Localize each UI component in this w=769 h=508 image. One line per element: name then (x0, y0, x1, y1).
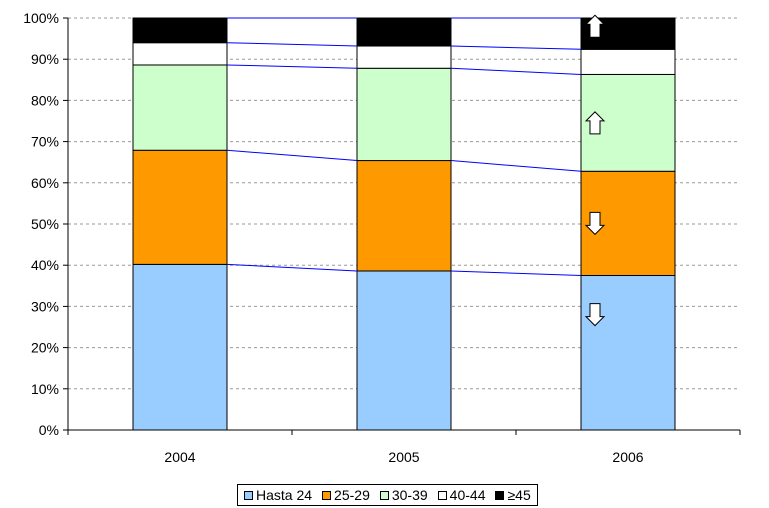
y-tick-label: 40% (31, 257, 59, 273)
x-tick-label: 2004 (164, 449, 195, 465)
legend-label: 30-39 (391, 487, 428, 503)
legend-item: 25-29 (322, 487, 370, 503)
bar-segment-3039-2005 (356, 67, 452, 162)
y-tick-label: 60% (31, 175, 59, 191)
bars (132, 17, 676, 431)
arrow-up-icon (584, 111, 606, 135)
y-tick-label: 90% (31, 51, 59, 67)
bar-segment-45-2005 (356, 17, 452, 47)
trend-line (226, 149, 358, 162)
legend-swatch (437, 490, 447, 500)
legend-item: 30-39 (379, 487, 428, 503)
trend-line (450, 67, 582, 75)
x-axis-tick-labels: 2004 2005 2006 (164, 449, 643, 465)
y-tick-label: 20% (31, 340, 59, 356)
y-tick-label: 0% (39, 422, 59, 438)
bar-segment-hasta24-2005 (356, 270, 452, 431)
x-tick-label: 2006 (612, 449, 643, 465)
legend-label: 25-29 (334, 487, 370, 503)
bar-segment-hasta24-2006 (580, 275, 676, 431)
y-axis-tick-labels: 0% 10% 20% 30% 40% 50% 60% 70% 80% 90% 100% (23, 10, 59, 438)
bar-segment-4044-2006 (580, 48, 676, 75)
y-tick-label: 80% (31, 92, 59, 108)
legend-swatch (379, 490, 389, 500)
legend-item: ≥45 (495, 487, 531, 503)
legend-swatch (322, 490, 332, 500)
y-tick-label: 70% (31, 134, 59, 150)
legend-item: Hasta 24 (244, 487, 312, 503)
trend-line (450, 270, 582, 276)
trend-line (450, 45, 582, 50)
legend-label: ≥45 (507, 487, 531, 503)
bar-segment-45-2004 (132, 17, 228, 44)
trend-line (226, 263, 358, 272)
trend-line (226, 42, 358, 47)
bar-segment-hasta24-2004 (132, 263, 228, 431)
trend-lines (226, 17, 582, 276)
arrow-down-icon (584, 211, 606, 236)
bar-segment-2529-2005 (356, 160, 452, 272)
legend-label: Hasta 24 (256, 487, 313, 503)
y-tick-label: 10% (31, 381, 59, 397)
legend-item: 40-44 (437, 487, 486, 503)
y-tick-label: 100% (23, 10, 59, 26)
arrow-down-icon (584, 303, 606, 327)
legend-label: 40-44 (449, 487, 486, 503)
bar-segment-4044-2005 (356, 45, 452, 69)
legend: Hasta 24 25-29 30-39 40-44 ≥45 (237, 484, 538, 506)
bar-segment-3039-2004 (132, 64, 228, 151)
legend-swatch (244, 490, 253, 500)
y-tick-label: 50% (31, 216, 59, 232)
bar-segment-4044-2004 (132, 42, 228, 66)
bar-segment-2529-2004 (132, 149, 228, 265)
trend-arrows (584, 14, 606, 327)
arrow-up-icon (584, 14, 606, 38)
x-tick-label: 2005 (388, 449, 419, 465)
axes (63, 17, 741, 435)
y-tick-label: 30% (31, 298, 59, 314)
legend-swatch (495, 490, 505, 500)
trend-line (226, 64, 358, 69)
trend-line (450, 160, 582, 172)
